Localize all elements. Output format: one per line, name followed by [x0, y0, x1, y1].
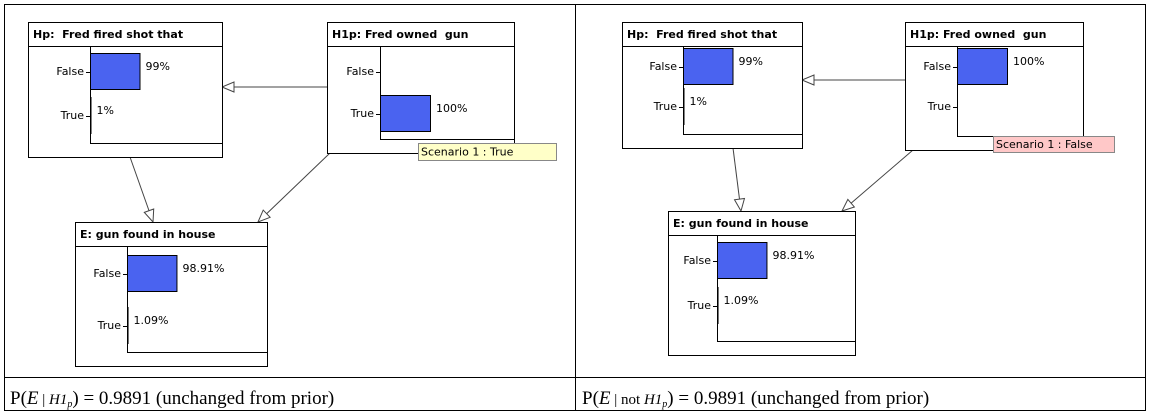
belief-bar	[717, 242, 768, 279]
state-name: True	[97, 319, 122, 332]
tooltip-text: Scenario 1 : True	[421, 146, 514, 159]
node-title: E: gun found in house	[80, 228, 215, 241]
edge-arrow	[842, 149, 914, 211]
edge-arrow	[732, 147, 741, 211]
belief-label: 98.91%	[772, 249, 814, 262]
state-name: False	[56, 65, 84, 78]
belief-label: 100%	[436, 102, 467, 115]
node-box	[668, 211, 856, 356]
belief-label: 100%	[1013, 55, 1044, 68]
caption: P(E | not H1p) = 0.9891 (unchanged from …	[582, 388, 929, 410]
state-name: True	[653, 100, 678, 113]
caption-part: |	[39, 392, 50, 408]
caption-part: ) = 0.9891 (unchanged from prior)	[667, 388, 929, 409]
belief-bar	[127, 307, 129, 344]
caption-part: H1	[643, 392, 662, 408]
state-name: False	[346, 65, 374, 78]
tooltip-box	[993, 136, 1115, 153]
node-title: E: gun found in house	[673, 217, 808, 230]
state-name: False	[683, 254, 711, 267]
belief-bar	[380, 95, 431, 132]
caption: P(E | H1p) = 0.9891 (unchanged from prio…	[10, 388, 334, 410]
belief-label: 99%	[146, 60, 170, 73]
caption-part: P(	[582, 388, 599, 409]
state-name: True	[687, 299, 712, 312]
belief-bar	[957, 48, 1008, 85]
node-box	[75, 222, 268, 367]
caption-part: | not	[611, 392, 644, 408]
state-name: True	[350, 107, 375, 120]
caption-part: E	[598, 388, 611, 409]
state-name: True	[60, 109, 85, 122]
state-name: False	[923, 60, 951, 73]
caption-part: H1	[48, 392, 67, 408]
belief-label: 1.09%	[134, 314, 169, 327]
state-name: True	[927, 100, 952, 113]
caption-part: p	[661, 399, 667, 410]
node-title: Hp: Fred fired shot that	[33, 28, 183, 41]
caption-part: ) = 0.9891 (unchanged from prior)	[72, 388, 334, 409]
node-box	[905, 22, 1084, 151]
node-title: Hp: Fred fired shot that	[627, 28, 777, 41]
node-box	[327, 22, 515, 154]
belief-label: 1.09%	[724, 294, 759, 307]
belief-label: 1%	[690, 95, 707, 108]
belief-bar	[683, 88, 685, 125]
belief-bar	[90, 97, 92, 134]
belief-label: 99%	[739, 55, 763, 68]
belief-label: 1%	[97, 104, 114, 117]
node-title: H1p: Fred owned gun	[332, 28, 468, 41]
tooltip-text: Scenario 1 : False	[996, 138, 1093, 151]
caption-part: p	[66, 399, 72, 410]
state-name: False	[93, 267, 121, 280]
caption-part: P(	[10, 388, 27, 409]
tooltip-box	[418, 143, 557, 161]
belief-label: 98.91%	[182, 262, 224, 275]
state-name: False	[649, 60, 677, 73]
belief-bar	[683, 48, 734, 85]
node-box	[622, 22, 803, 149]
node-title: H1p: Fred owned gun	[910, 28, 1046, 41]
edge-arrow	[258, 152, 331, 222]
belief-bar	[717, 287, 719, 324]
edge-arrow	[129, 156, 153, 222]
caption-part: E	[26, 388, 39, 409]
belief-bar	[90, 53, 141, 90]
belief-bar	[127, 255, 178, 292]
